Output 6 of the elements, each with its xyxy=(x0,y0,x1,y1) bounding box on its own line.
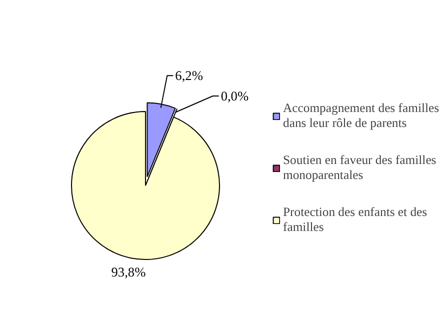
legend-label: Soutien en faveur des familles monoparentales xyxy=(283,153,436,183)
legend-label: Protection des enfants et des familles xyxy=(283,205,428,235)
legend-label: Accompagnement des familles dans leur rôle de parents xyxy=(283,101,440,131)
text: 0,0% xyxy=(220,88,249,104)
data-label: 6,2% xyxy=(175,68,203,84)
data-label: 93,8% xyxy=(111,264,146,280)
